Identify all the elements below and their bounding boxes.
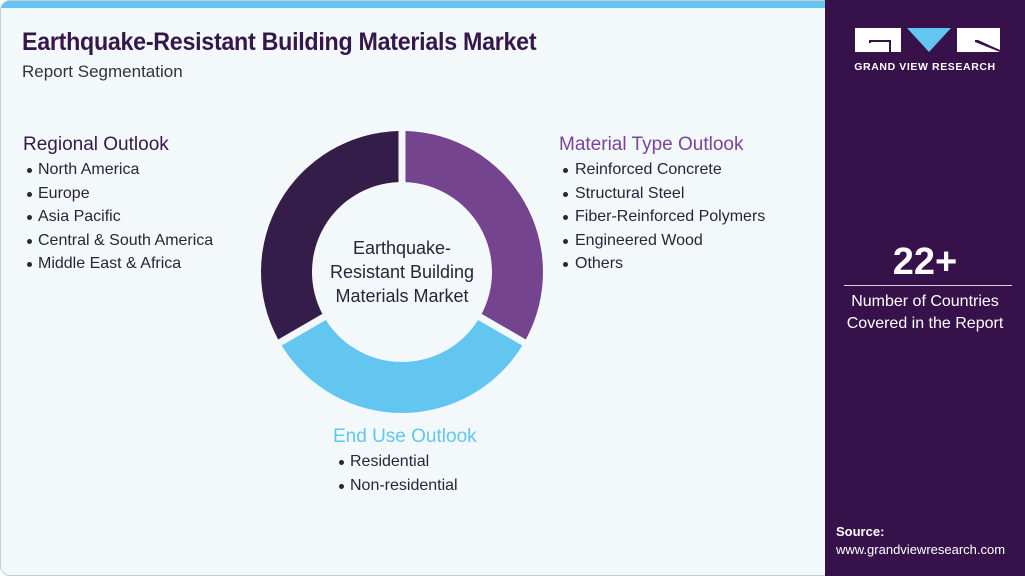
center-label-line: Resistant Building [329, 262, 475, 282]
center-label-line: Materials Market [335, 286, 469, 306]
list-item: Engineered Wood [559, 229, 765, 253]
list-item: Structural Steel [559, 182, 765, 206]
list-item: Europe [23, 182, 213, 206]
material-type-outlook-block: Material Type Outlook Reinforced Concret… [559, 133, 765, 276]
list-item: Residential [335, 450, 477, 474]
countries-label-line: Covered in the Report [846, 315, 1004, 332]
segmentation-donut-chart [261, 131, 543, 413]
end-use-outlook-list: Residential Non-residential [335, 450, 477, 497]
list-item: Asia Pacific [23, 205, 213, 229]
donut-center-label: Earthquake- Resistant Building Materials… [312, 236, 492, 308]
center-label-line: Earthquake- [352, 238, 452, 258]
countries-count: 22+ [892, 241, 958, 283]
donut-segment-regional-outlook [261, 131, 399, 340]
regional-outlook-list: North America Europe Asia Pacific Centra… [23, 158, 213, 276]
list-item: Central & South America [23, 229, 213, 253]
list-item: Middle East & Africa [23, 252, 213, 276]
material-type-outlook-heading: Material Type Outlook [559, 134, 744, 155]
material-type-outlook-list: Reinforced Concrete Structural Steel Fib… [559, 158, 765, 276]
top-accent-bar [1, 1, 826, 8]
logo-text: GRAND VIEW RESEARCH [854, 61, 996, 73]
countries-label-line: Number of Countries [851, 293, 999, 310]
countries-label: Number of Countries Covered in the Repor… [825, 291, 1025, 335]
grand-view-research-logo-icon [855, 28, 1000, 52]
sidebar-panel: GRAND VIEW RESEARCH 22+ Number of Countr… [825, 0, 1025, 576]
page-title: Earthquake-Resistant Building Materials … [22, 28, 537, 56]
donut-segment-material-type-outlook [405, 131, 543, 340]
regional-outlook-heading: Regional Outlook [23, 134, 169, 155]
list-item: Non-residential [335, 474, 477, 498]
donut-segment-end-use-outlook [281, 319, 523, 413]
end-use-outlook-block: End Use Outlook Residential Non-resident… [333, 425, 477, 497]
stat-divider [844, 285, 1012, 286]
regional-outlook-block: Regional Outlook North America Europe As… [23, 133, 213, 276]
end-use-outlook-heading: End Use Outlook [333, 426, 477, 447]
source-title: Source: [836, 524, 885, 539]
list-item: North America [23, 158, 213, 182]
list-item: Reinforced Concrete [559, 158, 765, 182]
list-item: Fiber-Reinforced Polymers [559, 205, 765, 229]
list-item: Others [559, 252, 765, 276]
source-url: www.grandviewresearch.com [836, 542, 1006, 557]
page-subtitle: Report Segmentation [22, 62, 183, 81]
